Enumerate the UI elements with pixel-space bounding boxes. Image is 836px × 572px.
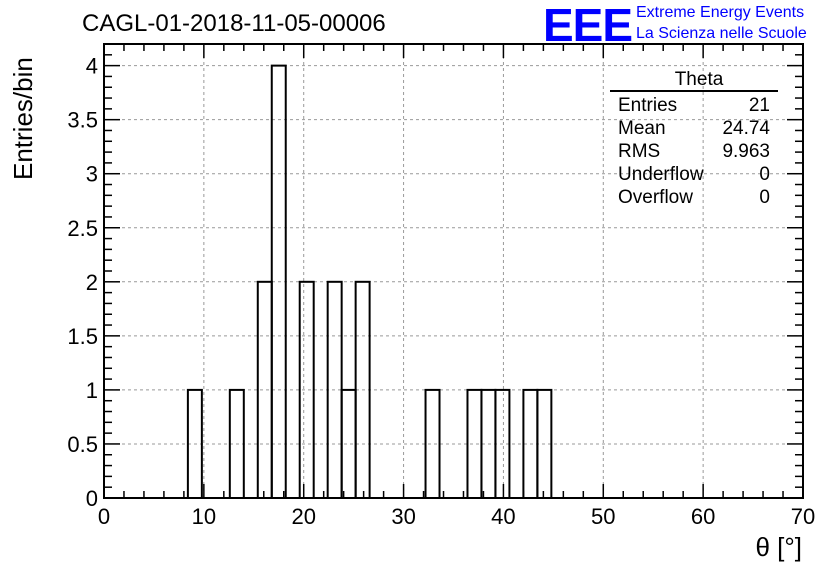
x-tick-label: 50 xyxy=(591,504,615,529)
tick-labels: 0 10 20 30 40 50 60 70 0 0.5 1 1.5 2 2.5 3 3.5 4 xyxy=(67,54,815,529)
stats-row-entries: Entries 21 xyxy=(610,94,778,117)
histogram-bar xyxy=(424,388,441,499)
x-tick-label: 60 xyxy=(691,504,715,529)
stats-label: Mean xyxy=(618,118,666,139)
y-tick-label: 2 xyxy=(86,270,98,295)
histogram-bar xyxy=(256,280,273,499)
stats-value: 9.963 xyxy=(722,141,770,162)
y-tick-label: 1.5 xyxy=(67,324,98,349)
stats-row-rms: RMS 9.963 xyxy=(610,140,778,163)
stats-label: Overflow xyxy=(618,187,693,208)
x-tick-label: 70 xyxy=(791,504,815,529)
y-tick-label: 1 xyxy=(86,378,98,403)
stats-row-overflow: Overflow 0 xyxy=(610,186,778,209)
stats-title: Theta xyxy=(610,70,778,92)
grid-lines xyxy=(104,44,803,498)
stats-label: RMS xyxy=(618,141,661,162)
histogram-bar xyxy=(466,388,483,499)
y-tick-label: 4 xyxy=(86,54,98,79)
x-tick-label: 20 xyxy=(291,504,315,529)
x-tick-label: 30 xyxy=(391,504,415,529)
stats-row-underflow: Underflow 0 xyxy=(610,163,778,186)
chart-title: CAGL-01-2018-11-05-00006 xyxy=(82,10,386,37)
x-tick-label: 10 xyxy=(192,504,216,529)
stats-value: 0 xyxy=(759,164,770,185)
stats-label: Underflow xyxy=(618,164,704,185)
x-tick-label: 0 xyxy=(98,504,110,529)
stats-value: 0 xyxy=(759,187,770,208)
y-axis-label: Entries/bin xyxy=(8,57,38,180)
logo-line-2: La Scienza nelle Scuole xyxy=(636,25,807,42)
stats-value: 21 xyxy=(748,95,770,116)
histogram-bar xyxy=(298,280,315,499)
y-tick-label: 3.5 xyxy=(67,108,98,133)
stats-value: 24.74 xyxy=(722,118,770,139)
x-axis-label: θ [°] xyxy=(755,532,802,562)
y-tick-label: 0 xyxy=(86,486,98,511)
y-tick-label: 3 xyxy=(86,162,98,187)
x-tick-label: 40 xyxy=(491,504,515,529)
stats-row-mean: Mean 24.74 xyxy=(610,117,778,140)
stats-label: Entries xyxy=(618,95,678,116)
logo-line-1: Extreme Energy Events xyxy=(636,4,805,21)
y-tick-label: 0.5 xyxy=(67,432,98,457)
y-tick-label: 2.5 xyxy=(67,216,98,241)
histogram-bar xyxy=(340,388,357,499)
eee-logo: EEE xyxy=(543,0,633,51)
axis-ticks xyxy=(103,43,804,499)
stats-box: Theta Entries 21 Mean 24.74 RMS 9.963 Un… xyxy=(610,70,778,209)
